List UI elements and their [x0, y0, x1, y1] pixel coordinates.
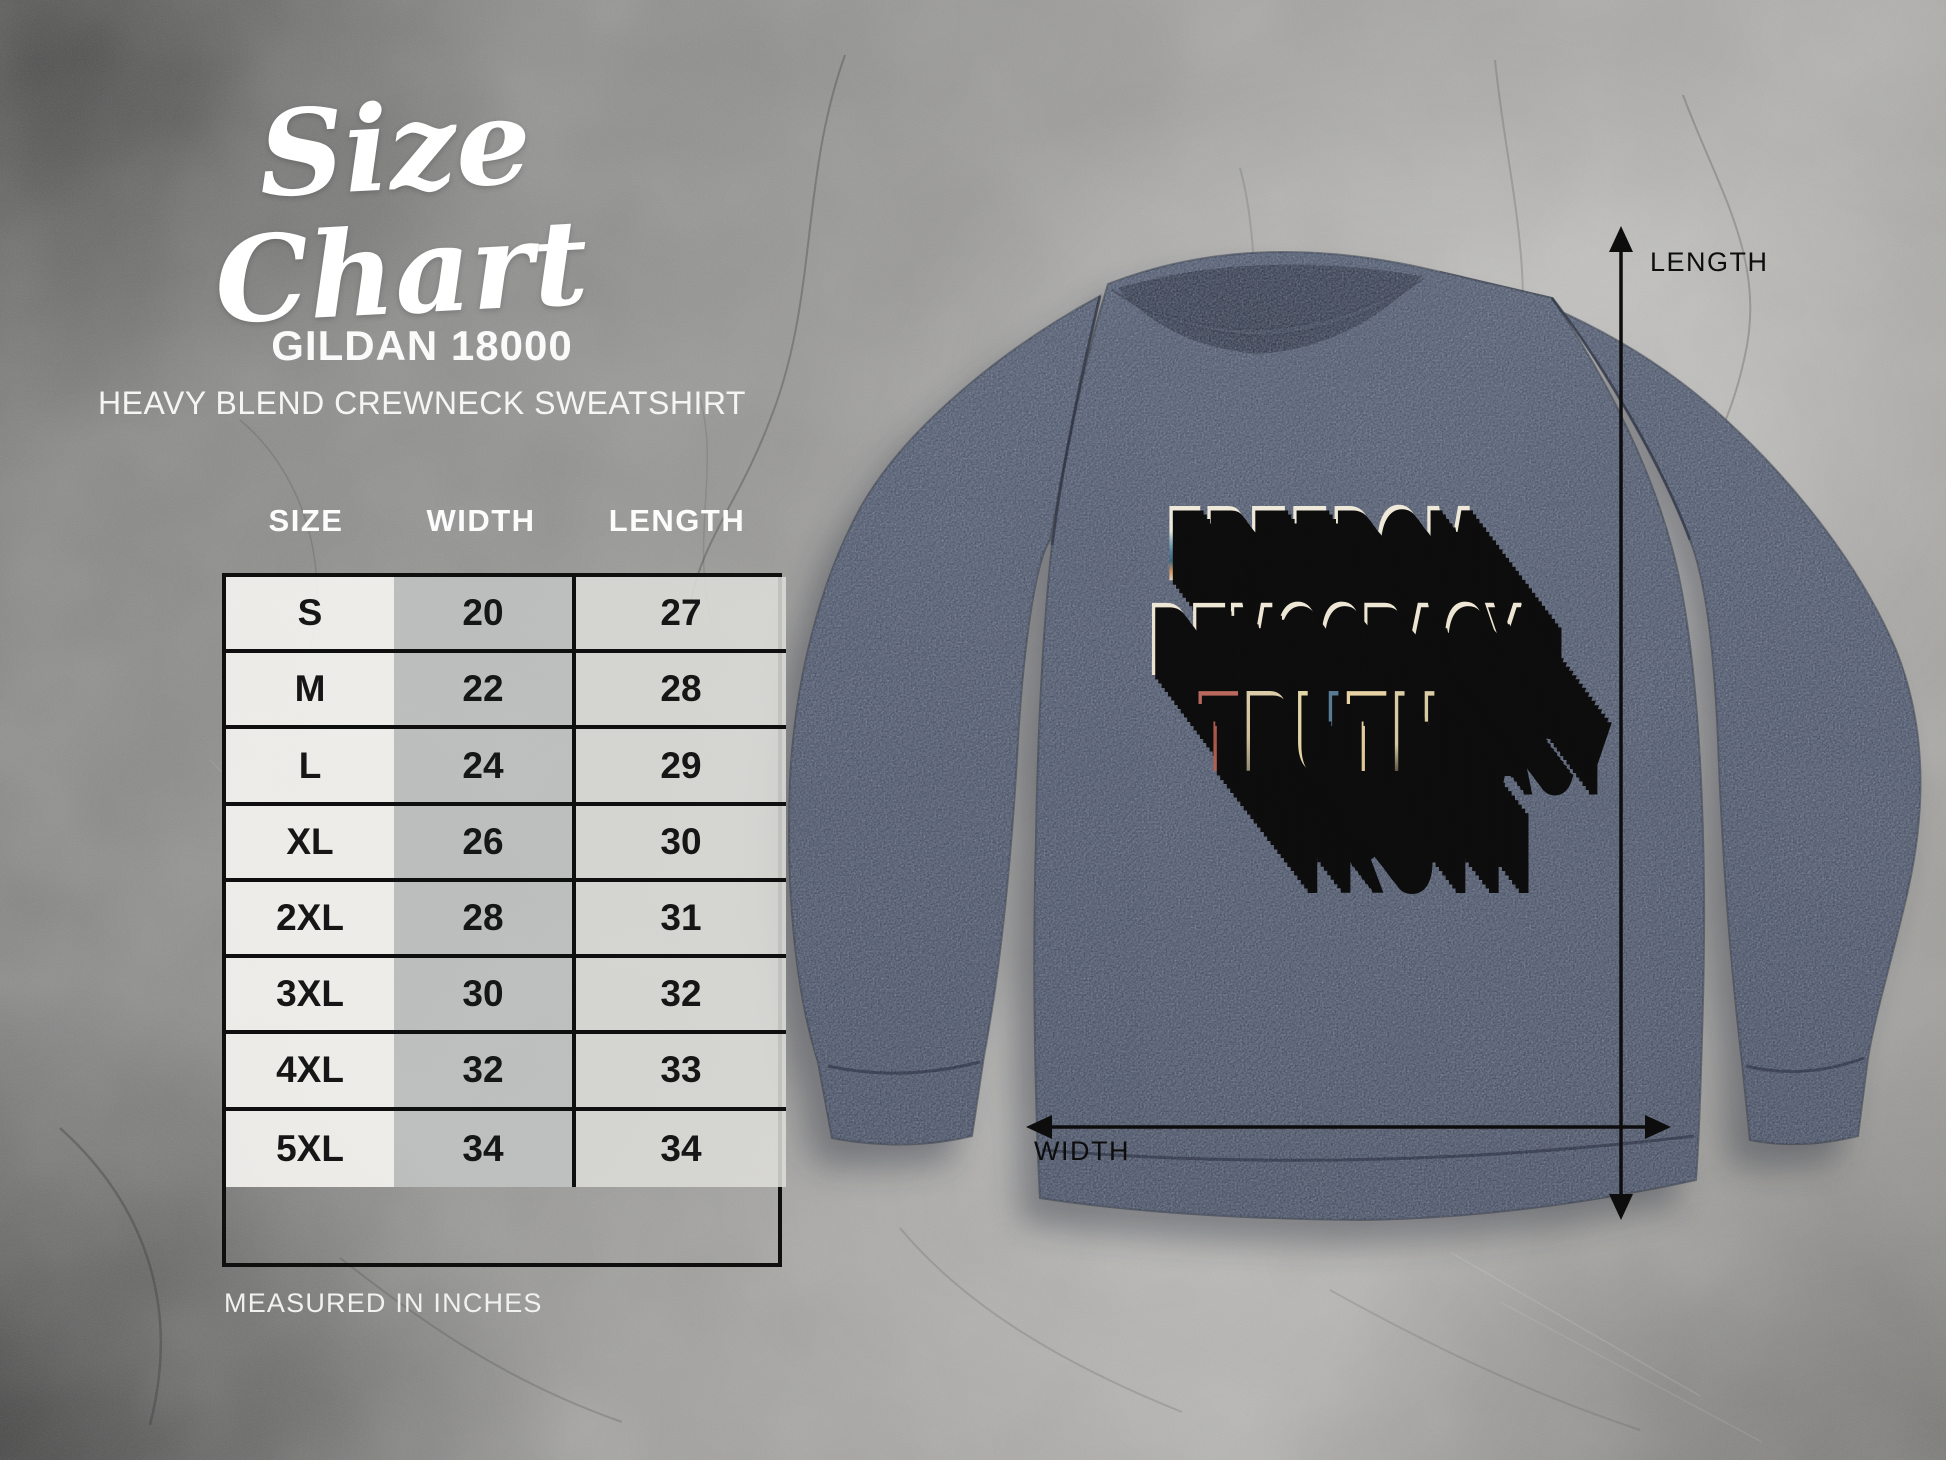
width-cell: 28 — [394, 881, 576, 959]
concrete-cracks — [59, 54, 1752, 1431]
brand-model: GILDAN 18000 — [271, 322, 573, 369]
seam-lines — [827, 295, 1865, 1162]
length-cell: 28 — [576, 653, 786, 730]
size-cell: M — [226, 653, 394, 730]
size-cell: S — [226, 577, 394, 654]
size-cell: 5XL — [226, 1110, 394, 1187]
size-cell: XL — [226, 805, 394, 882]
width-cell: 30 — [394, 958, 576, 1035]
length-cell: 31 — [576, 881, 786, 959]
header-size: SIZE — [268, 503, 344, 538]
table-footnote: MEASURED IN INCHES — [224, 1288, 543, 1318]
width-cell: 20 — [394, 577, 576, 654]
width-cell: 32 — [394, 1034, 576, 1111]
width-cell: 24 — [394, 729, 576, 806]
width-cell: 34 — [394, 1110, 576, 1187]
length-cell: 33 — [576, 1034, 786, 1111]
length-label: LENGTH — [1650, 247, 1769, 277]
length-cell: 32 — [576, 958, 786, 1035]
product-name: HEAVY BLEND CREWNECK SWEATSHIRT — [98, 385, 746, 421]
size-table-header: SIZE WIDTH LENGTH — [222, 503, 782, 539]
header-length: LENGTH — [608, 503, 746, 538]
length-arrow — [1609, 226, 1633, 1220]
size-cell: 2XL — [226, 881, 394, 959]
length-cell: 30 — [576, 805, 786, 882]
length-cell: 27 — [576, 577, 786, 654]
poster-title: Size Chart — [211, 71, 592, 351]
size-cell: 3XL — [226, 958, 394, 1035]
width-arrow — [1026, 1115, 1671, 1139]
shirt-graphic-line-freedom: FREEDOM — [1165, 482, 1475, 604]
width-cell: 26 — [394, 805, 576, 882]
size-cell: L — [226, 729, 394, 806]
length-cell: 29 — [576, 729, 786, 806]
shirt-graphic-line-truth: TRUTH — [1197, 666, 1443, 796]
width-label: WIDTH — [1034, 1136, 1130, 1166]
header-width: WIDTH — [426, 503, 536, 538]
length-cell: 34 — [576, 1110, 786, 1187]
size-table: S 20 27 M 22 28 L 24 29 XL 26 30 2XL 28 … — [222, 573, 786, 1267]
shirt-graphic-line-democracy: DEMOCRACY — [1148, 579, 1523, 698]
size-cell: 4XL — [226, 1034, 394, 1111]
width-cell: 22 — [394, 653, 576, 730]
